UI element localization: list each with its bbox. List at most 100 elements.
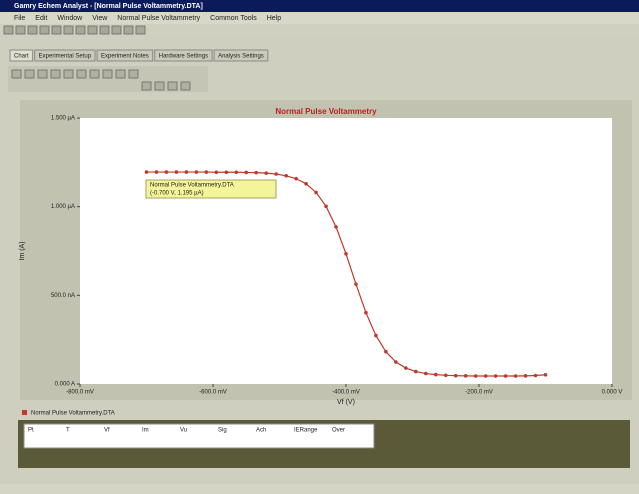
menu-item[interactable]: File — [14, 15, 25, 22]
data-point — [264, 171, 269, 175]
title-bar — [0, 0, 639, 12]
toolbar-button[interactable] — [135, 25, 146, 35]
x-tick-label: 0.000 V — [602, 390, 623, 396]
table-header: IERange — [294, 428, 318, 434]
chart-tool-button[interactable] — [141, 81, 152, 91]
table-header: Pt — [28, 428, 34, 434]
menu-item[interactable]: Normal Pulse Voltammetry — [117, 15, 200, 22]
table-header: Im — [142, 428, 149, 434]
data-point — [344, 252, 348, 256]
data-point — [414, 369, 418, 374]
x-tick-label: -400.0 mV — [332, 390, 360, 396]
data-point — [244, 170, 249, 175]
menu-item[interactable]: Common Tools — [210, 15, 257, 22]
tab[interactable] — [213, 49, 269, 62]
menu-item[interactable]: View — [92, 15, 108, 22]
y-tick-label: 0.000 A — [55, 382, 75, 388]
data-point — [374, 333, 378, 338]
table-header: T — [66, 428, 70, 434]
data-point — [274, 172, 278, 176]
data-point — [364, 310, 368, 315]
window-title: Gamry Echem Analyst - [Normal Pulse Volt… — [14, 3, 203, 10]
table-header: Ach — [256, 428, 266, 434]
chart-tool-button[interactable] — [180, 81, 191, 91]
table-header: Vf — [104, 428, 110, 434]
toolbar-button[interactable] — [39, 25, 50, 35]
legend-label: Normal Pulse Voltammetry.DTA — [31, 411, 115, 417]
chart-tool-button[interactable] — [11, 69, 22, 79]
chart-tool-button[interactable] — [89, 69, 100, 79]
y-tick-label: 1.500 µA — [51, 116, 75, 122]
menu-item[interactable]: Window — [57, 15, 83, 22]
data-point — [214, 170, 219, 175]
table-header: Sig — [218, 428, 227, 434]
data-point — [324, 204, 328, 209]
table-header: Over — [332, 428, 345, 434]
chart-tool-button[interactable] — [50, 69, 61, 79]
data-point — [384, 349, 388, 354]
chart-tool-button[interactable] — [102, 69, 113, 79]
data-point — [354, 282, 358, 286]
x-tick-label: -200.0 mV — [465, 390, 493, 396]
y-tick-label: 500.0 nA — [51, 293, 75, 299]
toolbar-button[interactable] — [51, 25, 62, 35]
tab[interactable] — [96, 49, 154, 62]
data-point — [224, 170, 229, 175]
data-point — [473, 374, 478, 378]
data-point — [523, 374, 528, 378]
chart-tool-button[interactable] — [154, 81, 165, 91]
chart-tool-button[interactable] — [128, 69, 139, 79]
toolbar-button[interactable] — [3, 25, 14, 35]
toolbar-button[interactable] — [75, 25, 86, 35]
data-point — [164, 170, 169, 174]
menu-bar — [0, 12, 639, 24]
data-point — [204, 170, 209, 174]
data-point — [334, 225, 338, 229]
tab-label: Hardware Settings — [159, 54, 208, 60]
status-bar — [0, 484, 639, 494]
data-point — [234, 170, 239, 175]
toolbar-button[interactable] — [27, 25, 38, 35]
data-point — [284, 174, 288, 178]
tab-label: Analysis Settings — [218, 54, 264, 60]
data-point — [443, 373, 448, 378]
tab[interactable] — [9, 49, 34, 62]
toolbar — [0, 24, 639, 36]
toolbar-button[interactable] — [15, 25, 26, 35]
data-point — [503, 374, 508, 378]
toolbar-button[interactable] — [63, 25, 74, 35]
data-point — [513, 374, 518, 378]
chart-tool-button[interactable] — [115, 69, 126, 79]
data-point — [314, 190, 318, 195]
toolbar-button[interactable] — [87, 25, 98, 35]
chart-tool-button[interactable] — [24, 69, 35, 79]
y-axis-label: Im (A) — [19, 241, 26, 260]
data-point — [154, 170, 159, 174]
toolbar-button[interactable] — [99, 25, 110, 35]
y-tick-label: 1.000 µA — [51, 204, 75, 210]
menu-item[interactable]: Help — [267, 15, 282, 22]
chart-tool-button[interactable] — [37, 69, 48, 79]
data-point — [254, 170, 259, 175]
data-point — [533, 373, 538, 378]
data-point — [304, 181, 308, 186]
data-point — [463, 374, 468, 378]
x-tick-label: -600.0 mV — [199, 390, 227, 396]
chart-tool-button[interactable] — [167, 81, 178, 91]
chart-tool-button[interactable] — [63, 69, 74, 79]
chart-title: Normal Pulse Voltammetry — [275, 107, 377, 116]
tab[interactable] — [34, 49, 96, 62]
legend-swatch — [22, 410, 27, 415]
data-point — [424, 371, 428, 376]
menu-item[interactable]: Edit — [35, 15, 47, 22]
data-point — [433, 372, 438, 377]
data-point — [483, 374, 488, 378]
tab[interactable] — [154, 49, 213, 62]
tooltip-line: (-0.700 V, 1.195 µA) — [150, 191, 204, 197]
data-point — [174, 170, 179, 174]
data-point — [184, 170, 189, 174]
toolbar-button[interactable] — [111, 25, 122, 35]
toolbar-button[interactable] — [123, 25, 134, 35]
chart-tool-button[interactable] — [76, 69, 87, 79]
